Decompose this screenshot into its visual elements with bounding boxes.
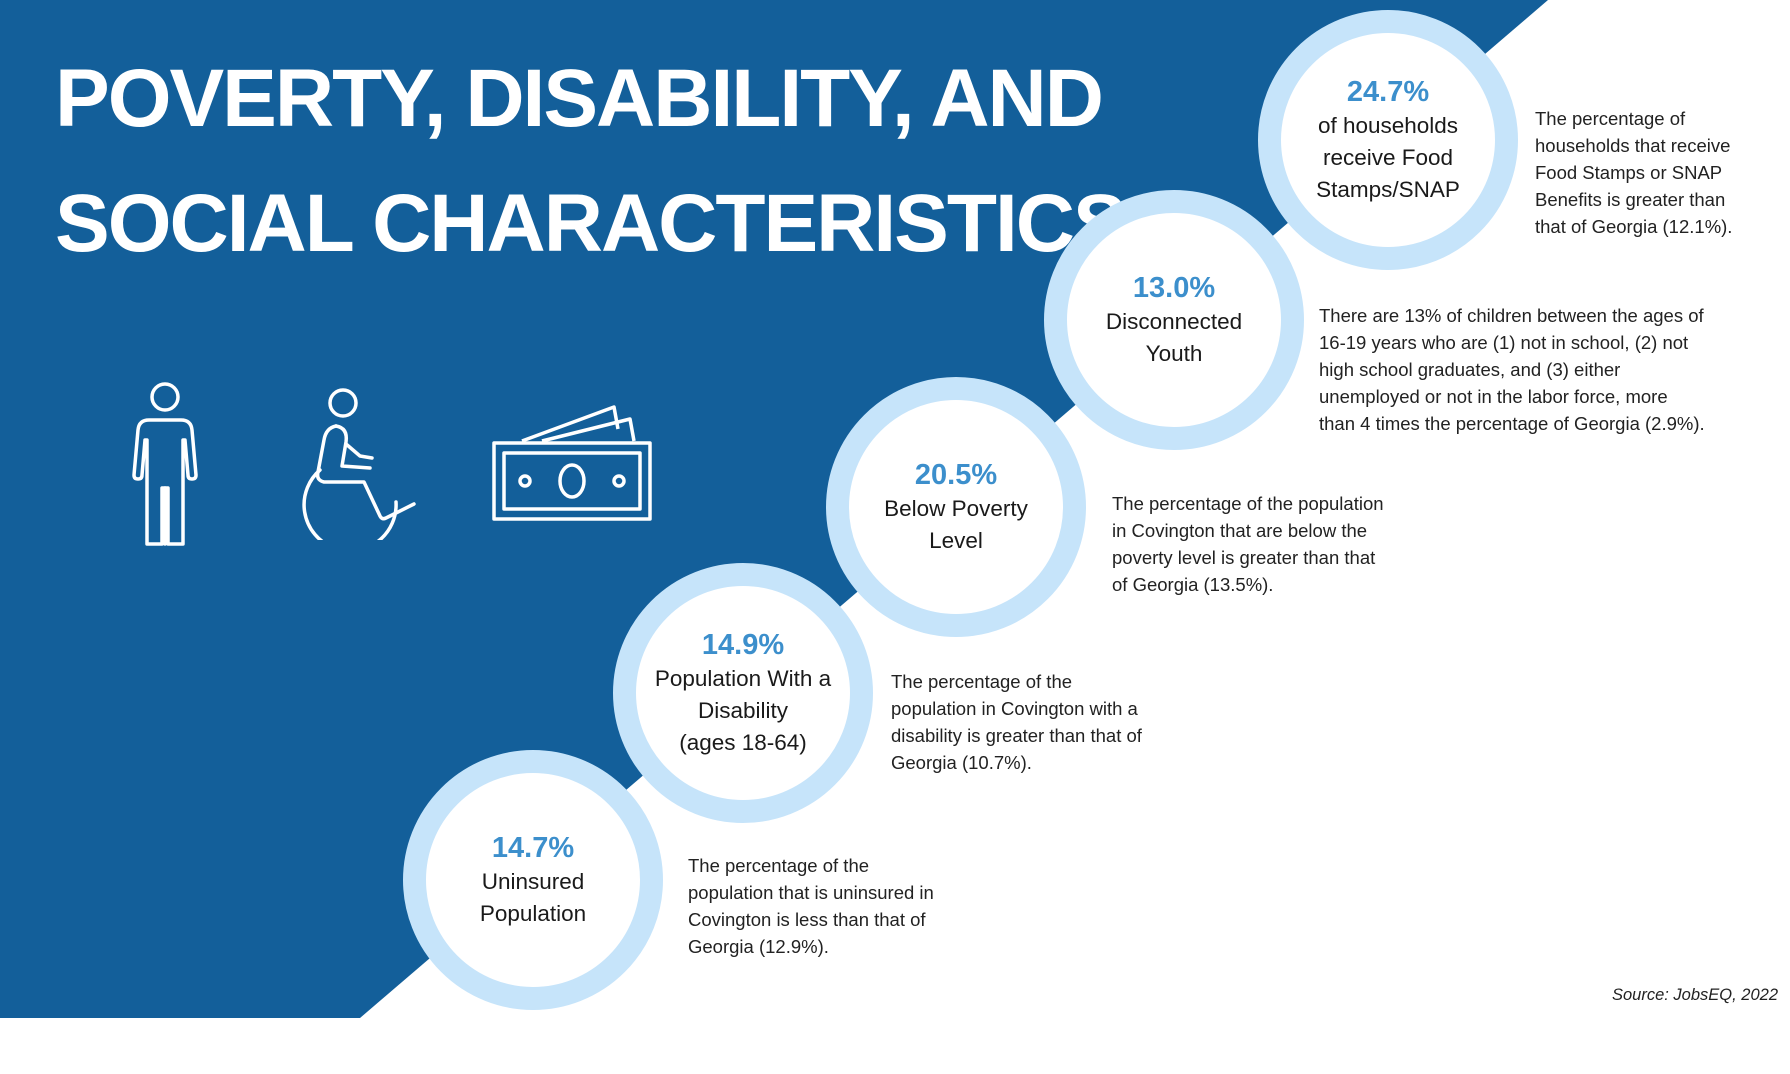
description-line: There are 13% of children between the ag…: [1319, 305, 1704, 326]
description-line: 16-19 years who are (1) not in school, (…: [1319, 332, 1689, 353]
stat-description-disability: The percentage of the population in Covi…: [891, 668, 1142, 776]
description-line: poverty level is greater than that: [1112, 547, 1376, 568]
description-line: The percentage of the population: [1112, 493, 1384, 514]
description-line: households that receive: [1535, 135, 1731, 156]
stat-label-line: Stamps/SNAP: [1316, 177, 1460, 202]
description-line: The percentage of the: [688, 855, 870, 876]
stat-percent: 14.9%: [701, 629, 785, 661]
stat-label-line: Disconnected: [1105, 309, 1243, 334]
stat-label-line: Disability: [697, 698, 789, 723]
page-title-line-1: POVERTY, DISABILITY, AND: [55, 53, 1104, 144]
description-line: The percentage of the: [891, 671, 1073, 692]
description-line: Georgia (10.7%).: [891, 752, 1032, 773]
stat-description-uninsured: The percentage of the population that is…: [688, 852, 934, 960]
description-line: Benefits is greater than: [1535, 189, 1726, 210]
description-line: Covington is less than that of: [688, 909, 926, 930]
stat-label-line: Population: [479, 901, 587, 926]
stat-label-line: Level: [929, 528, 983, 553]
stat-circle-uninsured: 14.7% Uninsured Population: [403, 750, 663, 1010]
source-citation: Source: JobsEQ, 2022: [1611, 986, 1778, 1004]
description-line: that of Georgia (12.1%).: [1535, 216, 1733, 237]
stat-circle-poverty: 20.5% Below Poverty Level: [826, 377, 1086, 637]
stat-label-line: Youth: [1145, 341, 1203, 366]
description-line: disability is greater than that of: [891, 725, 1142, 746]
description-line: population in Covington with a: [891, 698, 1138, 719]
stat-circle-snap: 24.7% of households receive Food Stamps/…: [1258, 10, 1518, 270]
description-line: than 4 times the percentage of Georgia (…: [1319, 413, 1705, 434]
stat-label-line: (ages 18-64): [679, 730, 807, 755]
stat-label-line: of households: [1317, 113, 1459, 138]
stat-label-line: receive Food: [1322, 145, 1454, 170]
description-line: Food Stamps or SNAP: [1535, 162, 1723, 183]
stat-percent: 24.7%: [1346, 76, 1430, 108]
description-line: unemployed or not in the labor force, mo…: [1319, 386, 1668, 407]
wheelchair-icon: [302, 388, 416, 540]
stat-label-line: Uninsured: [481, 869, 585, 894]
page-title-line-2: SOCIAL CHARACTERISTICS: [55, 178, 1128, 269]
description-line: of Georgia (13.5%).: [1112, 574, 1274, 595]
description-line: high school graduates, and (3) either: [1319, 359, 1621, 380]
stat-description-disconnected-youth: There are 13% of children between the ag…: [1319, 302, 1705, 437]
stat-percent: 13.0%: [1132, 272, 1216, 304]
stat-circle-disability: 14.9% Population With a Disability (ages…: [613, 563, 873, 823]
stat-percent: 14.7%: [491, 832, 575, 864]
description-line: population that is uninsured in: [688, 882, 934, 903]
person-icon: [132, 382, 198, 546]
stat-circle-disconnected-youth: 13.0% Disconnected Youth: [1044, 190, 1304, 450]
stat-description-snap: The percentage of households that receiv…: [1535, 105, 1732, 240]
description-line: The percentage of: [1535, 108, 1686, 129]
stat-label-line: Population With a: [654, 666, 832, 691]
stat-percent: 20.5%: [914, 459, 998, 491]
description-line: Georgia (12.9%).: [688, 936, 829, 957]
description-line: in Covington that are below the: [1112, 520, 1368, 541]
stat-label-line: Below Poverty: [884, 496, 1028, 521]
stat-description-poverty: The percentage of the population in Covi…: [1112, 490, 1384, 598]
money-icon: [492, 405, 652, 521]
